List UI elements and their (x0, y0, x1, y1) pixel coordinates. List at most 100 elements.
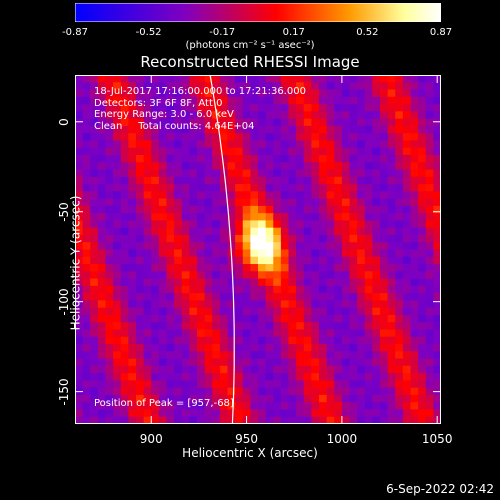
heatmap-cell (235, 336, 244, 345)
heatmap-cell (303, 402, 312, 411)
heatmap-cell (143, 314, 152, 323)
heatmap-cell (166, 336, 175, 345)
heatmap-cell (387, 365, 396, 374)
heatmap-cell (128, 169, 137, 178)
heatmap-cell (174, 394, 183, 403)
heatmap-cell (197, 256, 206, 265)
heatmap-cell (265, 118, 274, 127)
heatmap-cell (273, 264, 282, 272)
heatmap-cell (151, 264, 160, 272)
heatmap-cell (418, 293, 427, 301)
heatmap-cell (97, 184, 107, 192)
heatmap-cell (395, 176, 404, 185)
heatmap-cell (242, 373, 251, 381)
heatmap-cell (319, 89, 328, 98)
heatmap-cell (372, 154, 381, 163)
heatmap-cell (136, 242, 145, 251)
heatmap-cell (189, 220, 198, 229)
heatmap-cell (357, 351, 366, 360)
heatmap-cell (265, 75, 274, 83)
heatmap-cell (212, 220, 221, 229)
heatmap-cell (219, 285, 229, 294)
heatmap-cell (235, 234, 244, 243)
heatmap-cell (120, 314, 129, 323)
heatmap-cell (75, 271, 84, 280)
heatmap-cell (380, 198, 389, 207)
heatmap-cell (113, 147, 122, 156)
heatmap-cell (387, 184, 396, 192)
heatmap-cell (227, 365, 236, 374)
heatmap-cell (258, 111, 267, 120)
heatmap-cell (326, 322, 335, 331)
heatmap-cell (334, 314, 343, 323)
heatmap-cell (189, 75, 198, 83)
heatmap-cell (380, 220, 389, 229)
heatmap-cell (418, 365, 427, 374)
heatmap-cell (357, 365, 366, 374)
heatmap-cell (204, 416, 213, 424)
heatmap-cell (395, 147, 404, 156)
heatmap-cell (319, 300, 328, 309)
heatmap-cell (395, 380, 404, 389)
heatmap-cell (311, 75, 320, 83)
heatmap-cell (189, 191, 198, 200)
heatmap-cell (97, 147, 107, 156)
heatmap-cell (303, 314, 312, 323)
heatmap-cell (265, 176, 274, 185)
heatmap-cell (227, 314, 236, 323)
heatmap-cell (296, 89, 305, 98)
heatmap-cell (402, 256, 412, 265)
heatmap-cell (280, 264, 290, 272)
heatmap-cell (143, 256, 152, 265)
heatmap-cell (349, 220, 358, 229)
heatmap-cell (296, 205, 305, 214)
heatmap-cell (387, 205, 396, 214)
heatmap-cell (311, 147, 320, 156)
heatmap-cell (75, 344, 84, 352)
heatmap-cell (212, 249, 221, 258)
heatmap-cell (433, 365, 441, 374)
heatmap-cell (265, 358, 274, 367)
heatmap-cell (311, 300, 320, 309)
heatmap-cell (387, 89, 396, 98)
heatmap-cell (235, 293, 244, 301)
heatmap-cell (143, 162, 152, 171)
heatmap-cell (128, 409, 137, 418)
heatmap-cell (380, 234, 389, 243)
heatmap-cell (288, 293, 297, 301)
colorbar-units: (photons cm⁻² s⁻¹ asec⁻²) (185, 40, 315, 51)
heatmap-cell (311, 394, 320, 403)
heatmap-cell (410, 176, 419, 185)
heatmap-cell (82, 234, 91, 243)
heatmap-cell (227, 234, 236, 243)
heatmap-cell (357, 118, 366, 127)
heatmap-cell (364, 365, 373, 374)
heatmap-cell (143, 242, 152, 251)
heatmap-cell (204, 191, 213, 200)
heatmap-cell (197, 162, 206, 171)
heatmap-cell (357, 380, 366, 389)
heatmap-cell (372, 169, 381, 178)
heatmap-cell (212, 256, 221, 265)
heatmap-cell (113, 162, 122, 171)
heatmap-cell (395, 75, 404, 83)
heatmap-cell (258, 154, 267, 163)
heatmap-cell (158, 322, 168, 331)
heatmap-cell (113, 351, 122, 360)
heatmap-cell (280, 387, 290, 396)
heatmap-cell (402, 271, 412, 280)
heatmap-cell (128, 358, 137, 367)
heatmap-cell (303, 336, 312, 345)
heatmap-cell (143, 75, 152, 83)
heatmap-cell (326, 234, 335, 243)
heatmap-cell (326, 154, 335, 163)
heatmap-cell (174, 227, 183, 236)
heatmap-cell (349, 285, 358, 294)
heatmap-cell (387, 344, 396, 352)
heatmap-cell (280, 176, 290, 185)
heatmap-cell (75, 191, 84, 200)
heatmap-cell (387, 104, 396, 112)
heatmap-cell (250, 278, 259, 287)
heatmap-cell (258, 169, 267, 178)
heatmap-cell (410, 242, 419, 251)
